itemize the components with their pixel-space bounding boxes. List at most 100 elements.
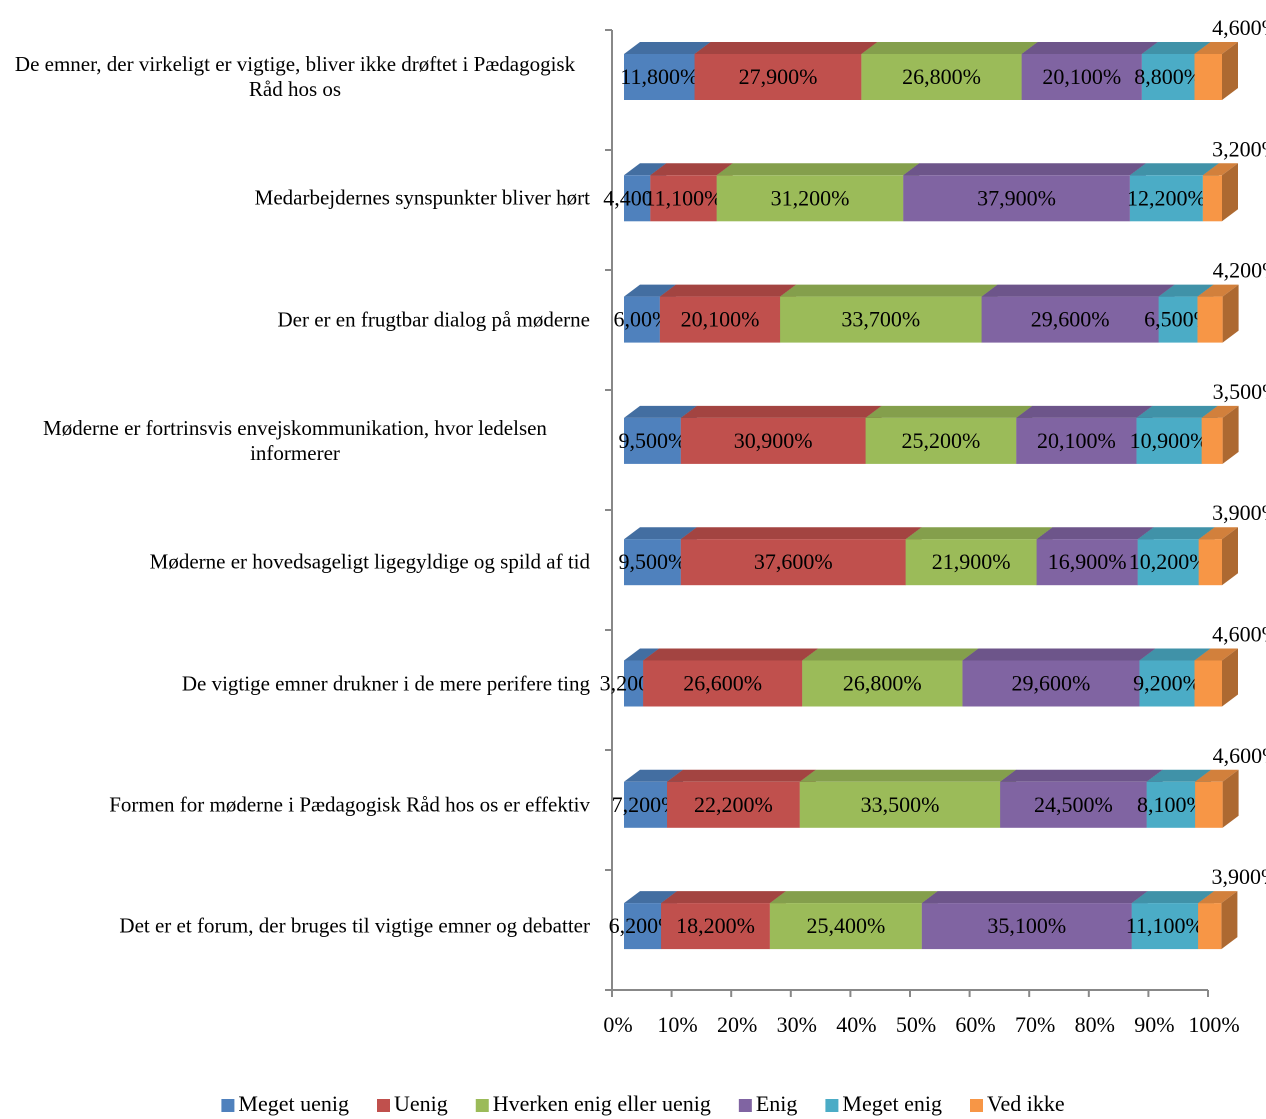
bar-top (667, 769, 816, 782)
value-label: 20,100% (1042, 64, 1121, 89)
value-label: 11,100% (644, 185, 722, 210)
bar-front (769, 903, 922, 950)
bar (1021, 42, 1158, 100)
value-label: 8,800% (1134, 64, 1202, 89)
category-label: Formen for møderne i Pædagogisk Råd hos … (109, 792, 590, 817)
value-label: 20,100% (681, 307, 760, 332)
bar-front (1198, 903, 1222, 950)
bar-top (865, 405, 1033, 418)
bar (905, 527, 1053, 586)
bar-top (1198, 527, 1238, 540)
bar-front (903, 175, 1130, 222)
value-label: 18,200% (676, 913, 755, 938)
bar-front (1139, 660, 1195, 707)
bar-top (769, 891, 938, 904)
bar (981, 284, 1175, 343)
x-tick-label: 10% (657, 1012, 697, 1037)
value-label: 10,900% (1130, 428, 1209, 453)
bar-top (1021, 42, 1158, 54)
bar-top (962, 648, 1156, 661)
bar-top (1194, 42, 1238, 54)
bar-front (650, 175, 717, 222)
bar-front (716, 175, 904, 222)
bar-front (667, 781, 800, 828)
bar-top (624, 405, 697, 418)
legend-label: Hverken enig eller uenig (493, 1091, 711, 1116)
value-label: 37,900% (977, 185, 1056, 210)
value-label: 33,700% (841, 307, 920, 332)
x-tick-label: 90% (1134, 1012, 1174, 1037)
bar (1198, 891, 1238, 950)
legend-item: Uenig (377, 1091, 448, 1116)
bar-front (1158, 296, 1198, 343)
x-tick-label: 0% (603, 1012, 632, 1037)
value-label: 21,900% (932, 549, 1011, 574)
bar-side (1222, 163, 1238, 222)
value-label: 12,200% (1127, 185, 1206, 210)
bar-top (921, 891, 1148, 904)
legend-label: Uenig (394, 1091, 448, 1116)
value-label: 37,600% (754, 549, 833, 574)
bar-front (624, 781, 668, 828)
value-label: 9,200% (1133, 671, 1201, 696)
bar-front (680, 539, 906, 586)
bar-front (624, 539, 681, 586)
bar-side (1222, 284, 1239, 343)
bar-front (1201, 417, 1223, 464)
bar-front (905, 539, 1037, 586)
bar-front (1195, 781, 1223, 828)
bar-top (624, 648, 660, 661)
legend-swatch (475, 1099, 489, 1112)
value-label: 10,200% (1129, 549, 1208, 574)
bar-top (1000, 769, 1163, 782)
bar-side (1222, 769, 1239, 828)
value-label: 9,500% (618, 428, 686, 453)
x-tick-label: 40% (836, 1012, 876, 1037)
bar-top (1158, 284, 1214, 297)
bar-front (780, 296, 982, 343)
bar-front (694, 54, 862, 100)
value-label: 8,100% (1137, 792, 1205, 817)
legend-label: Enig (756, 1091, 798, 1116)
value-label: 24,500% (1034, 792, 1113, 817)
category-label: Det er et forum, der bruges til vigtige … (119, 913, 590, 938)
x-tick-label: 50% (896, 1012, 936, 1037)
bar-top (661, 891, 786, 904)
value-label: 3,200% (1212, 136, 1266, 161)
bar-front (1146, 781, 1196, 828)
bar-front (1198, 539, 1222, 586)
bar-front (624, 660, 644, 707)
bar (1197, 284, 1239, 343)
value-label: 9,500% (618, 549, 686, 574)
bar-front (799, 781, 1001, 828)
bar-top (650, 163, 733, 176)
legend-label: Meget uenig (238, 1091, 349, 1116)
bar-top (624, 163, 667, 176)
bar-front (1194, 660, 1222, 707)
bar-top (624, 769, 684, 782)
bar (1158, 284, 1214, 343)
value-label: 29,600% (1012, 671, 1091, 696)
bar (694, 42, 878, 100)
value-label: 20,100% (1037, 428, 1116, 453)
legend-swatch (221, 1099, 235, 1112)
bar-top (680, 405, 882, 418)
bar-top (1202, 163, 1238, 176)
bar-top (1141, 42, 1211, 54)
bar-front (624, 175, 651, 222)
legend-swatch (970, 1099, 983, 1112)
value-label: 25,200% (902, 428, 981, 453)
x-tick-label: 80% (1075, 1012, 1115, 1037)
bar-top (1197, 284, 1239, 297)
bar-top (716, 163, 920, 176)
x-tick-label: 20% (717, 1012, 757, 1037)
bar-top (1131, 891, 1215, 904)
bar-top (624, 891, 678, 904)
bar-front (865, 417, 1017, 464)
bar-side (1221, 891, 1238, 950)
bar (1198, 527, 1238, 586)
bar-front (981, 296, 1159, 343)
bar-top (1201, 405, 1239, 418)
value-label: 26,600% (683, 671, 762, 696)
